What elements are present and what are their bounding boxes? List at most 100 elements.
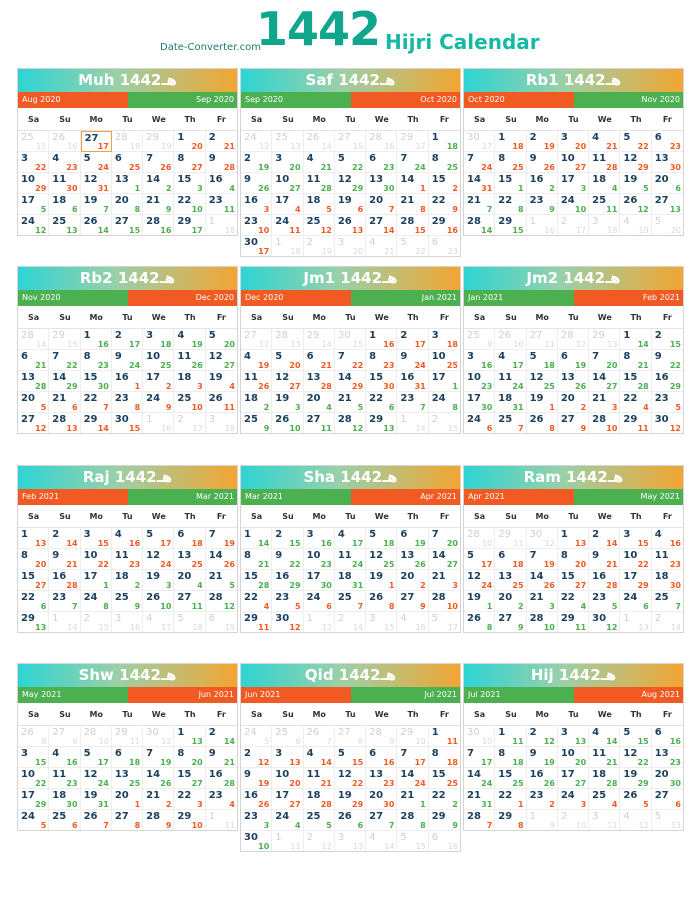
day-cell[interactable]: 4 17 [143,612,175,632]
day-cell[interactable]: 5 15 [620,726,652,747]
day-cell[interactable]: 30 17 [464,131,496,152]
day-cell[interactable]: 28 13 [49,413,81,433]
day-cell[interactable]: 6 19 [397,528,429,549]
day-cell[interactable]: 26 16 [49,131,81,152]
day-cell[interactable]: 14 2 [143,173,175,194]
day-cell[interactable]: 17 1 [428,371,460,392]
day-cell[interactable]: 17 30 [303,570,335,591]
day-cell[interactable]: 1 13 [557,528,590,549]
day-cell[interactable]: 6 18 [111,747,144,768]
day-cell[interactable]: 1 13 [18,528,50,549]
day-cell[interactable]: 19 29 [334,789,367,810]
day-cell[interactable]: 3 22 [18,152,50,173]
day-cell[interactable]: 3 13 [272,747,304,768]
day-cell[interactable]: 5 15 [334,747,367,768]
day-cell[interactable]: 9 24 [111,350,144,371]
day-cell[interactable]: 29 17 [397,131,429,152]
day-cell[interactable]: 1 18 [428,131,460,152]
day-cell[interactable]: 28 14 [464,215,496,235]
day-cell[interactable]: 25 13 [49,215,81,235]
day-cell[interactable]: 5 17 [429,612,460,632]
day-cell[interactable]: 15 2 [428,173,460,194]
day-cell[interactable]: 16 31 [397,371,429,392]
day-cell[interactable]: 11 23 [49,768,81,789]
day-cell[interactable]: 1 13 [620,612,652,632]
day-cell[interactable]: 25 5 [303,810,335,831]
day-cell[interactable]: 11 28 [589,152,621,173]
day-cell[interactable]: 6 16 [429,831,460,851]
day-cell[interactable]: 11 26 [174,350,206,371]
day-cell[interactable]: 25 7 [651,591,683,612]
day-cell[interactable]: 11 30 [49,173,81,194]
day-cell[interactable]: 18 4 [589,173,621,194]
day-cell[interactable]: 12 24 [80,768,112,789]
day-cell[interactable]: 27 6 [651,789,683,810]
day-cell[interactable]: 5 18 [526,350,558,371]
day-cell[interactable]: 16 1 [111,371,144,392]
day-cell[interactable]: 15 1 [495,173,527,194]
day-cell[interactable]: 20 6 [651,173,683,194]
day-cell[interactable]: 14 29 [334,371,367,392]
day-cell[interactable]: 5 22 [334,152,367,173]
day-cell[interactable]: 3 16 [303,528,335,549]
day-cell[interactable]: 27 9 [495,612,527,632]
day-cell[interactable]: 4 14 [366,831,398,851]
day-cell[interactable]: 18 31 [334,570,367,591]
day-cell[interactable]: 28 10 [464,528,496,549]
day-cell[interactable]: 7 19 [526,549,558,570]
day-cell[interactable]: 29 8 [495,810,527,830]
day-cell[interactable]: 26 7 [303,726,335,747]
day-cell[interactable]: 20 2 [557,392,590,413]
day-cell[interactable]: 4 14 [303,747,335,768]
day-cell[interactable]: 28 16 [366,131,398,152]
day-cell[interactable]: 23 7 [49,591,81,612]
day-cell[interactable]: 26 8 [366,591,398,612]
day-cell[interactable]: 18 3 [174,371,206,392]
day-cell[interactable]: 10 27 [557,152,590,173]
day-cell[interactable]: 8 23 [80,350,112,371]
day-cell[interactable]: 2 14 [589,528,621,549]
day-cell[interactable]: 9 22 [272,549,304,570]
day-cell[interactable]: 6 19 [206,612,237,632]
day-cell[interactable]: 1 14 [49,612,81,632]
day-cell[interactable]: 4 12 [620,810,652,830]
day-cell[interactable]: 5 17 [80,747,112,768]
day-cell[interactable]: 19 3 [143,570,175,591]
day-cell[interactable]: 10 23 [464,371,496,392]
day-cell[interactable]: 4 21 [303,152,335,173]
day-cell[interactable]: 16 2 [526,173,558,194]
day-cell[interactable]: 28 7 [464,810,496,830]
day-cell[interactable]: 25 12 [303,215,335,236]
day-cell[interactable]: 3 13 [335,831,367,851]
day-cell[interactable]: 27 8 [112,810,144,830]
day-cell[interactable]: 4 19 [620,215,652,235]
day-cell[interactable]: 6 18 [174,528,206,549]
day-cell[interactable]: 12 29 [620,152,652,173]
day-cell[interactable]: 19 3 [272,392,304,413]
day-cell[interactable]: 29 16 [428,215,460,236]
day-cell[interactable]: 3 15 [80,528,112,549]
day-cell[interactable]: 29 15 [495,215,527,235]
day-cell[interactable]: 8 18 [495,747,527,768]
day-cell[interactable]: 10 27 [272,173,304,194]
day-cell[interactable]: 1 16 [80,329,112,350]
day-cell[interactable]: 6 23 [429,236,460,256]
day-cell[interactable]: 21 31 [464,789,496,810]
day-cell[interactable]: 1 13 [174,726,206,747]
day-cell[interactable]: 21 8 [397,194,429,215]
day-cell[interactable]: 10 22 [620,549,652,570]
day-cell[interactable]: 17 29 [620,570,652,591]
day-cell[interactable]: 2 14 [652,612,683,632]
day-cell[interactable]: 14 26 [143,768,175,789]
day-cell[interactable]: 2 15 [272,528,304,549]
day-cell[interactable]: 15 25 [428,768,460,789]
day-cell[interactable]: 20 4 [303,392,335,413]
day-cell[interactable]: 13 1 [111,173,144,194]
day-cell[interactable]: 3 16 [464,350,496,371]
day-cell[interactable]: 12 27 [272,371,304,392]
day-cell[interactable]: 13 25 [174,549,206,570]
day-cell[interactable]: 25 6 [272,726,304,747]
day-cell[interactable]: 1 16 [366,329,398,350]
